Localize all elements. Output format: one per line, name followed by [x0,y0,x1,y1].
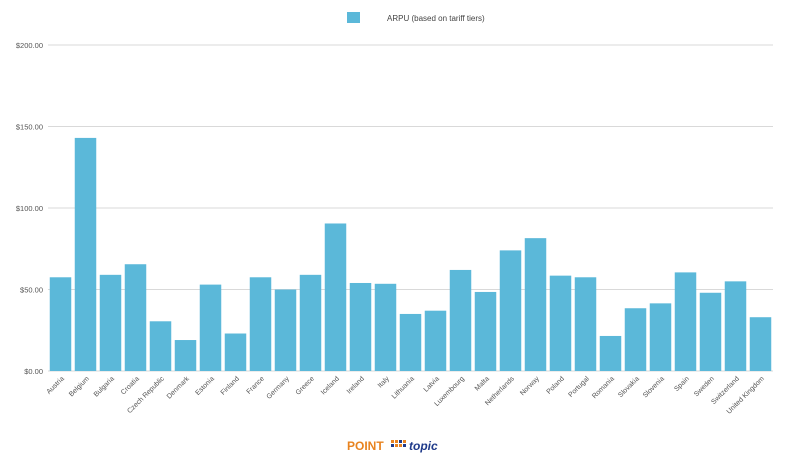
bar [599,335,622,371]
bar [299,274,322,371]
bar [349,282,372,371]
legend-swatch [347,12,360,23]
logo-grid-icon [391,440,406,447]
bar [549,275,572,371]
bar [699,292,722,371]
bar [124,264,147,371]
x-tick-label: Italy [377,375,391,389]
x-tick-label: Greece [295,375,316,396]
point-topic-logo: POINT topic [347,439,438,453]
y-tick-label: $150.00 [16,123,43,132]
x-tick-label: Spain [673,375,691,393]
x-tick-label: Lithuania [391,375,416,400]
bar [149,321,172,371]
y-axis-ticks: $0.00 $50.00 $100.00 $150.00 $200.00 [16,41,43,376]
bar [374,283,397,371]
logo-text-point: POINT [347,439,384,453]
x-tick-label: Malta [474,375,491,392]
x-tick-label: France [246,375,266,395]
bar [274,289,297,371]
x-tick-label: Slovenia [642,375,666,399]
x-tick-label: Sweden [693,375,716,398]
bar [474,291,497,371]
x-tick-label: Bulgaria [93,375,116,398]
bar [574,277,597,371]
x-tick-label: Latvia [423,375,441,393]
bar [624,308,647,371]
bar [324,223,347,371]
x-tick-label: Croatia [120,375,141,396]
logo-text-topic: topic [409,439,438,453]
bar [99,274,122,371]
x-tick-label: Iceland [320,375,341,396]
bar [399,313,422,371]
x-tick-label: Poland [546,375,566,395]
bar [649,303,672,371]
bar [249,277,272,371]
bar [674,272,697,371]
bar [499,250,522,371]
bars [49,137,772,371]
bar [49,277,72,371]
y-tick-label: $200.00 [16,41,43,50]
x-tick-label: Belgium [68,375,91,398]
bar [174,340,197,371]
bar [74,137,97,371]
bar [724,281,747,371]
x-tick-label: Norway [519,375,541,397]
bar [199,284,222,371]
x-tick-label: Romania [591,375,616,400]
x-tick-label: Portugal [568,375,592,399]
bar [449,269,472,371]
bar [424,310,447,371]
bar [749,317,772,371]
y-tick-label: $50.00 [20,286,43,295]
x-tick-label: Finland [220,375,241,396]
x-tick-label: Denmark [166,375,191,400]
x-tick-label: Ireland [346,375,366,395]
legend-label: ARPU (based on tariff tiers) [387,14,485,23]
x-tick-label: Slovakia [617,375,641,399]
bar [224,333,247,371]
x-tick-label: Germany [266,375,292,401]
y-tick-label: $100.00 [16,204,43,213]
legend: ARPU (based on tariff tiers) [347,12,485,23]
x-tick-label: Estonia [194,375,216,397]
bar [524,238,547,371]
y-tick-label: $0.00 [24,367,43,376]
x-tick-label: Austria [46,375,66,395]
